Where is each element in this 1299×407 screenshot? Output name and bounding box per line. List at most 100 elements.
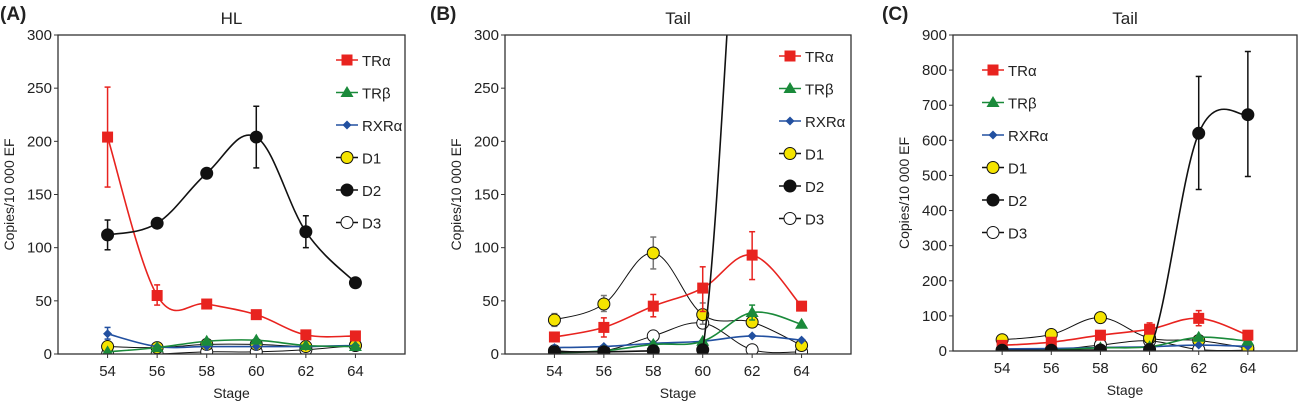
data-point bbox=[797, 335, 807, 345]
y-tick-label: 200 bbox=[474, 133, 499, 150]
y-tick-label: 900 bbox=[922, 27, 947, 44]
data-point bbox=[1044, 343, 1058, 351]
legend-label: TRβ bbox=[1008, 96, 1037, 113]
legend-label: D1 bbox=[362, 151, 381, 168]
legend-item: D3 bbox=[779, 212, 824, 229]
legend-item: D2 bbox=[779, 179, 824, 196]
series-D2 bbox=[547, 35, 728, 354]
data-point bbox=[745, 306, 759, 318]
data-point bbox=[747, 331, 757, 341]
y-tick-label: 300 bbox=[922, 238, 947, 255]
legend-marker bbox=[986, 193, 1000, 207]
legend-label: RXRα bbox=[1008, 128, 1049, 145]
x-tick-label: 60 bbox=[248, 363, 265, 380]
panel-label: (C) bbox=[882, 4, 908, 25]
legend-label: TRα bbox=[362, 53, 391, 70]
data-point bbox=[1192, 330, 1206, 342]
legend-label: D2 bbox=[362, 183, 381, 200]
series-line bbox=[1002, 317, 1249, 347]
legend-item: TRα bbox=[336, 53, 391, 70]
x-tick-label: 56 bbox=[1043, 360, 1060, 377]
x-tick-label: 54 bbox=[546, 363, 563, 380]
y-tick-label: 300 bbox=[474, 27, 499, 44]
data-point bbox=[150, 216, 164, 230]
data-point bbox=[151, 290, 163, 302]
data-point bbox=[745, 343, 759, 354]
series-line bbox=[554, 254, 803, 338]
y-axis-label: Copies/10 000 EF bbox=[896, 137, 912, 249]
data-point bbox=[150, 341, 164, 353]
data-point bbox=[1144, 323, 1156, 335]
legend-label: D3 bbox=[1008, 226, 1027, 243]
y-tick-label: 250 bbox=[474, 80, 499, 97]
x-tick-label: 54 bbox=[99, 363, 116, 380]
data-point bbox=[300, 329, 312, 341]
data-point bbox=[103, 329, 113, 339]
data-point bbox=[696, 334, 710, 346]
data-point bbox=[348, 340, 362, 352]
legend-label: D3 bbox=[805, 212, 824, 229]
y-tick-label: 0 bbox=[44, 346, 52, 363]
data-point bbox=[349, 330, 361, 342]
data-point bbox=[548, 331, 560, 343]
data-point bbox=[1143, 343, 1157, 351]
legend-label: D1 bbox=[805, 147, 824, 164]
data-point bbox=[1045, 336, 1057, 348]
legend-item: RXRα bbox=[982, 128, 1049, 145]
data-point bbox=[1094, 329, 1106, 341]
legend-marker bbox=[986, 161, 1000, 174]
legend-item: D3 bbox=[336, 216, 381, 233]
legend-marker bbox=[340, 151, 354, 164]
panel-label: (A) bbox=[0, 4, 26, 25]
legend-item: TRα bbox=[982, 63, 1037, 80]
legend-label: D3 bbox=[362, 216, 381, 233]
y-tick-label: 400 bbox=[922, 203, 947, 220]
plot-area bbox=[101, 86, 362, 354]
panel-a: (A) HL Stage Copies/10 000 EF 0 50 100 150 200 25… bbox=[0, 4, 406, 401]
data-point bbox=[1193, 312, 1205, 324]
y-tick-label: 150 bbox=[474, 187, 499, 204]
chart-title: Tail bbox=[1112, 9, 1138, 28]
data-point bbox=[250, 309, 262, 321]
legend-marker bbox=[986, 226, 1000, 239]
x-axis-label: Stage bbox=[213, 385, 250, 401]
data-point bbox=[1093, 311, 1107, 325]
data-point bbox=[795, 317, 809, 329]
x-tick-label: 54 bbox=[994, 360, 1011, 377]
data-point bbox=[597, 297, 611, 311]
legend-item: TRβ bbox=[982, 96, 1037, 113]
data-point bbox=[249, 333, 263, 345]
y-tick-label: 50 bbox=[35, 293, 52, 310]
data-point bbox=[200, 334, 214, 346]
data-point bbox=[696, 343, 710, 354]
y-tick-label: 0 bbox=[939, 343, 947, 360]
legend-label: RXRα bbox=[362, 118, 403, 135]
y-tick-label: 500 bbox=[922, 167, 947, 184]
y-tick-label: 100 bbox=[27, 240, 52, 257]
x-tick-label: 56 bbox=[149, 363, 166, 380]
series-line bbox=[107, 339, 356, 353]
y-tick-label: 0 bbox=[491, 346, 499, 363]
chart-title: Tail bbox=[665, 9, 691, 28]
legend: TRα TRβ RXRα D1 D2 D3 bbox=[336, 53, 403, 233]
legend-label: TRα bbox=[805, 49, 834, 66]
data-point bbox=[101, 228, 115, 242]
y-tick-label: 200 bbox=[922, 273, 947, 290]
legend-label: D1 bbox=[1008, 161, 1027, 178]
series-D2 bbox=[995, 50, 1255, 351]
data-point bbox=[697, 282, 709, 294]
series-D2 bbox=[101, 105, 362, 290]
data-point bbox=[547, 345, 561, 354]
legend-label: TRβ bbox=[805, 82, 834, 99]
legend-marker bbox=[784, 50, 796, 62]
legend-label: RXRα bbox=[805, 114, 846, 131]
data-point bbox=[746, 249, 758, 261]
x-tick-label: 62 bbox=[744, 363, 761, 380]
data-point bbox=[1241, 108, 1255, 122]
data-point bbox=[647, 300, 659, 312]
data-point bbox=[102, 131, 114, 143]
legend-marker bbox=[783, 179, 797, 193]
legend: TRα TRβ RXRα D1 D2 D3 bbox=[779, 49, 846, 229]
data-point bbox=[299, 338, 313, 350]
